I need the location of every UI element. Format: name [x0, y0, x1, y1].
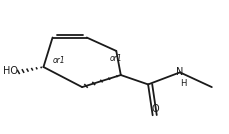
Text: N: N: [175, 67, 183, 77]
Text: or1: or1: [109, 54, 122, 64]
Text: H: H: [179, 79, 186, 88]
Text: or1: or1: [52, 56, 65, 65]
Text: O: O: [150, 104, 158, 114]
Text: HO: HO: [3, 66, 18, 76]
